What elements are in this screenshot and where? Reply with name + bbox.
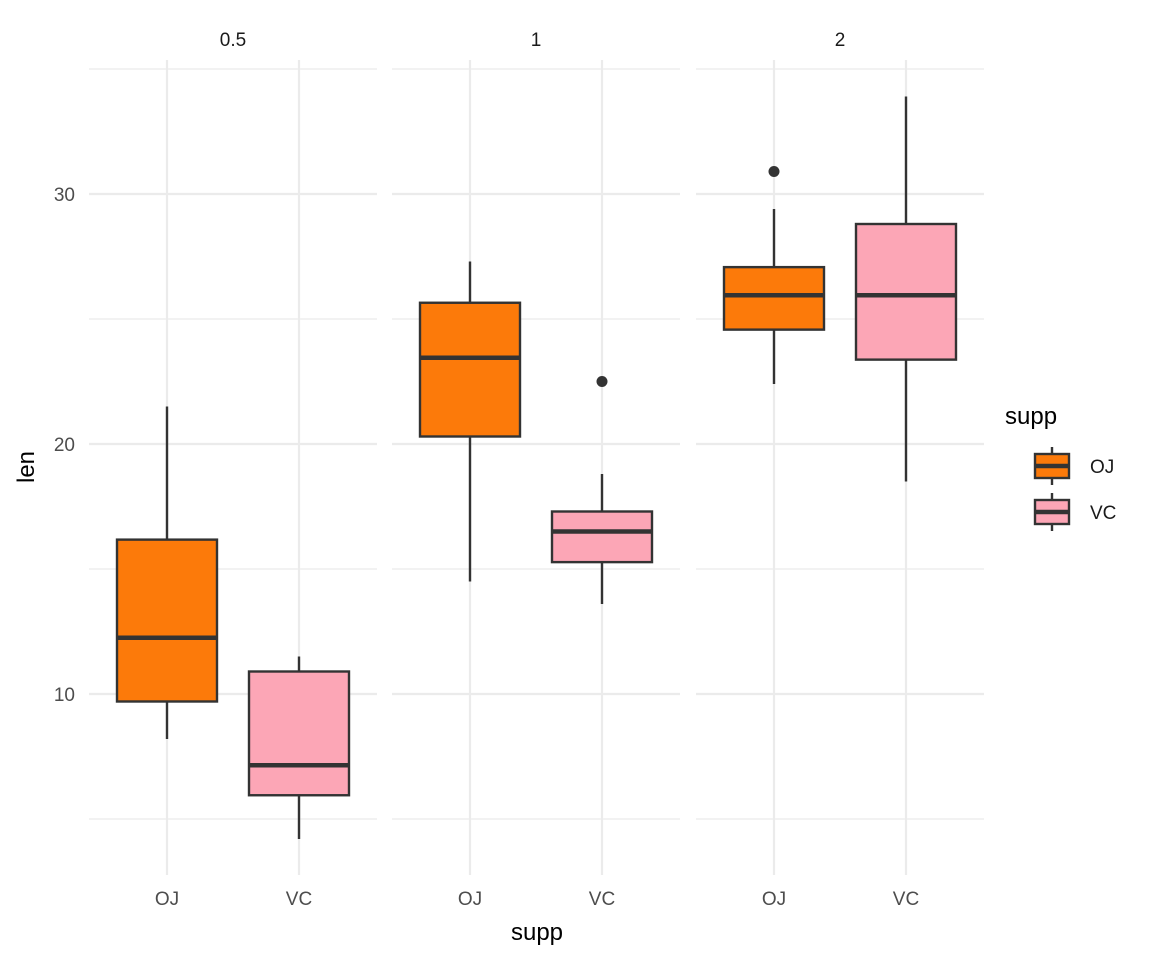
facet-strip-label: 1	[531, 30, 542, 51]
outlier-point	[596, 376, 608, 387]
legend-label: OJ	[1090, 457, 1114, 478]
x-tick-label: OJ	[155, 889, 179, 910]
facet-panel-2: 2 OJ VC	[696, 30, 984, 910]
y-tick-label: 20	[54, 435, 75, 456]
outlier-point	[768, 166, 780, 177]
x-axis-title: supp	[511, 919, 563, 946]
x-tick-label: OJ	[762, 889, 786, 910]
y-axis: 10 20 30	[54, 185, 75, 706]
facet-strip-label: 0.5	[220, 30, 246, 51]
x-tick-label: VC	[286, 889, 312, 910]
box-iqr	[247, 670, 351, 797]
x-tick-label: OJ	[458, 889, 482, 910]
legend: supp OJ VC	[1005, 403, 1116, 531]
legend-label: VC	[1090, 503, 1116, 524]
box-VC	[854, 96, 958, 482]
legend-title: supp	[1005, 403, 1057, 430]
box-VC	[247, 656, 351, 839]
box-VC	[550, 376, 654, 604]
legend-entry-OJ: OJ	[1033, 447, 1114, 485]
x-tick-label: VC	[589, 889, 615, 910]
box-iqr	[854, 222, 958, 361]
x-tick-label: VC	[893, 889, 919, 910]
box-OJ	[115, 406, 219, 739]
box-OJ	[722, 166, 826, 384]
box-OJ	[418, 261, 522, 582]
box-iqr	[722, 265, 826, 331]
y-tick-label: 10	[54, 685, 75, 706]
y-tick-label: 30	[54, 185, 75, 206]
facet-panel-0.5: 0.5 OJ VC	[89, 30, 377, 910]
box-iqr	[115, 538, 219, 703]
facet-panel-1: 1 OJ VC	[392, 30, 680, 910]
legend-entry-VC: VC	[1033, 493, 1116, 531]
box-iqr	[418, 301, 522, 438]
box-iqr	[550, 510, 654, 564]
y-axis-title: len	[13, 451, 40, 483]
facet-panels: 0.5 OJ VC 1 OJ VC 2 OJ VC	[89, 30, 984, 910]
facet-strip-label: 2	[835, 30, 846, 51]
